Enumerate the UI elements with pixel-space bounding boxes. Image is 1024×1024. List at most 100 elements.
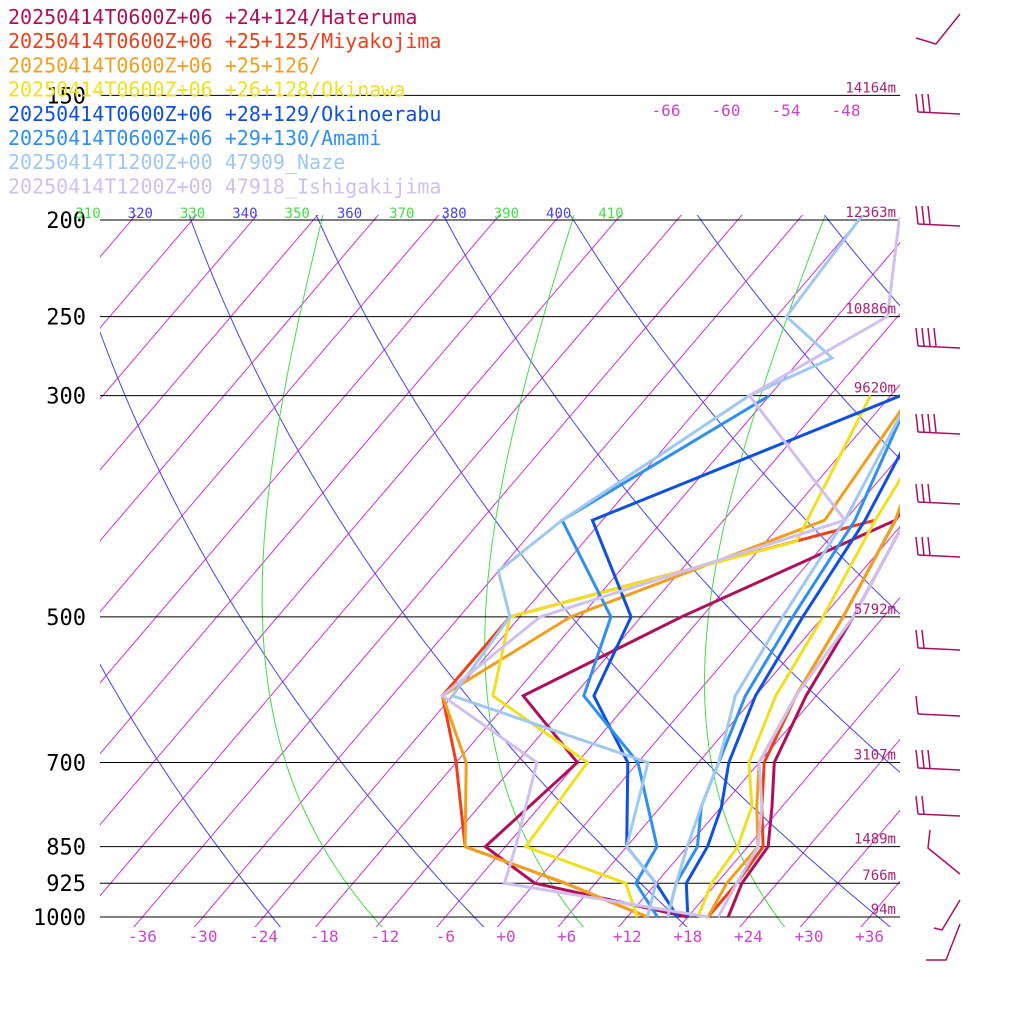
axis-labels: 100150200250300500700850925100016534m141… [33, 80, 896, 946]
temperature-line [684, 451, 900, 918]
temperature-tick-label: +0 [496, 927, 515, 946]
wind-barb-feather [927, 327, 931, 347]
wind-barbs [915, 13, 961, 961]
isotherm [973, 0, 1024, 938]
isotherm [100, 215, 258, 400]
wind-barb [917, 345, 961, 349]
height-label: 5792m [854, 602, 896, 618]
wind-barb-feather [927, 205, 931, 225]
legend: 20250414T0600Z+06 +24+124/Hateruma202504… [8, 5, 441, 198]
wind-barb [917, 767, 961, 771]
wind-barb-feather [915, 205, 919, 225]
temperature-tick-label: +12 [613, 927, 642, 946]
dry-adiabat-label: -66 [652, 101, 681, 120]
wind-barb [917, 647, 961, 651]
temperature-tick-label: -30 [189, 927, 218, 946]
dewpoint-line [440, 408, 900, 919]
temperature-tick-label: +24 [734, 927, 763, 946]
height-label: 766m [862, 868, 896, 884]
wind-barb [926, 923, 961, 961]
wind-barb-feather [915, 536, 919, 556]
wind-barb-feather [915, 629, 919, 649]
isotherm [100, 215, 682, 897]
dry-adiabat [911, 0, 1024, 938]
pressure-label: 250 [46, 306, 86, 331]
wind-barb-feather [921, 629, 925, 649]
pressure-label: 1000 [33, 906, 86, 931]
dry-adiabat-label: -48 [832, 101, 861, 120]
legend-entry: 20250414T0600Z+06 +25+125/Miyakojima [8, 29, 441, 53]
wind-barb [917, 713, 961, 717]
dry-adiabat [696, 215, 900, 460]
wind-barb-feather [915, 795, 919, 815]
isotherm [436, 383, 900, 927]
wind-barb-feather [921, 413, 925, 433]
dry-adiabat-label: -54 [772, 101, 801, 120]
wind-barb [917, 813, 961, 817]
legend-entry: 20250414T0600Z+06 +25+126/ [8, 53, 321, 77]
pressure-label: 150 [46, 84, 86, 109]
isotherm [100, 215, 319, 471]
legend-entry: 20250414T1200Z+00 47909_Naze [8, 150, 345, 174]
pressure-label: 300 [46, 385, 86, 410]
wind-barb [917, 431, 961, 435]
legend-entry: 20250414T0600Z+06 +26+128/Okinawa [8, 78, 405, 102]
temperature-tick-label: +6 [557, 927, 576, 946]
pressure-label: 500 [46, 606, 86, 631]
temperature-tick-label: +18 [673, 927, 702, 946]
temperature-tick-label: -36 [128, 927, 157, 946]
theta-label: 410 [598, 206, 623, 222]
temperature-tick-label: -6 [436, 927, 455, 946]
dry-adiabat-label: -60 [712, 101, 741, 120]
legend-entry: 20250414T1200Z+00 47918_Ishigakijima [8, 174, 441, 198]
isotherm [799, 809, 900, 927]
dewpoint-line [450, 215, 866, 918]
wind-barb-feather [921, 93, 925, 113]
theta-label: 360 [337, 206, 362, 222]
wind-barb [927, 829, 961, 875]
isotherm [912, 0, 1024, 938]
pressure-label: 700 [46, 752, 86, 777]
dry-adiabat [188, 215, 688, 927]
dewpoint-line [560, 394, 771, 918]
dewpoint-line [439, 216, 900, 919]
moist-adiabat [484, 215, 584, 927]
isotherm [100, 215, 622, 826]
height-label: 94m [871, 902, 896, 918]
isotherm [557, 525, 900, 927]
height-label: 1489m [854, 832, 896, 848]
temperature-tick-label: +36 [855, 927, 884, 946]
theta-label: 370 [389, 206, 414, 222]
theta-label: 310 [75, 206, 100, 222]
height-label: 9620m [854, 381, 896, 397]
wind-barb [917, 223, 961, 227]
isotherm [678, 667, 900, 927]
pressure-label: 200 [46, 209, 86, 234]
wind-barb-feather [915, 695, 919, 715]
height-label: 14164m [845, 80, 896, 96]
wind-barb-feather [915, 93, 919, 113]
wind-barb [917, 554, 961, 558]
temperature-line [696, 476, 900, 918]
temperature-line [666, 412, 900, 918]
isotherm [100, 215, 501, 684]
wind-barb-feather [915, 327, 919, 347]
wind-barb-feather [921, 483, 925, 503]
pressure-label: 850 [46, 836, 86, 861]
theta-label: 330 [180, 206, 205, 222]
dry-adiabat [823, 215, 900, 307]
dry-adiabat [442, 215, 900, 773]
theta-label: 320 [128, 206, 153, 222]
wind-barb-feather [915, 749, 919, 769]
theta-label: 380 [441, 206, 466, 222]
wind-barb-feather [915, 483, 919, 503]
wind-barb-feather [921, 536, 925, 556]
dry-adiabat [569, 215, 900, 615]
wind-barb-feather [921, 795, 925, 815]
height-label: 12363m [845, 205, 896, 221]
temperature-line [666, 416, 900, 918]
isotherm [100, 215, 198, 329]
pressure-label: 925 [46, 872, 86, 897]
isotherm [100, 215, 379, 542]
